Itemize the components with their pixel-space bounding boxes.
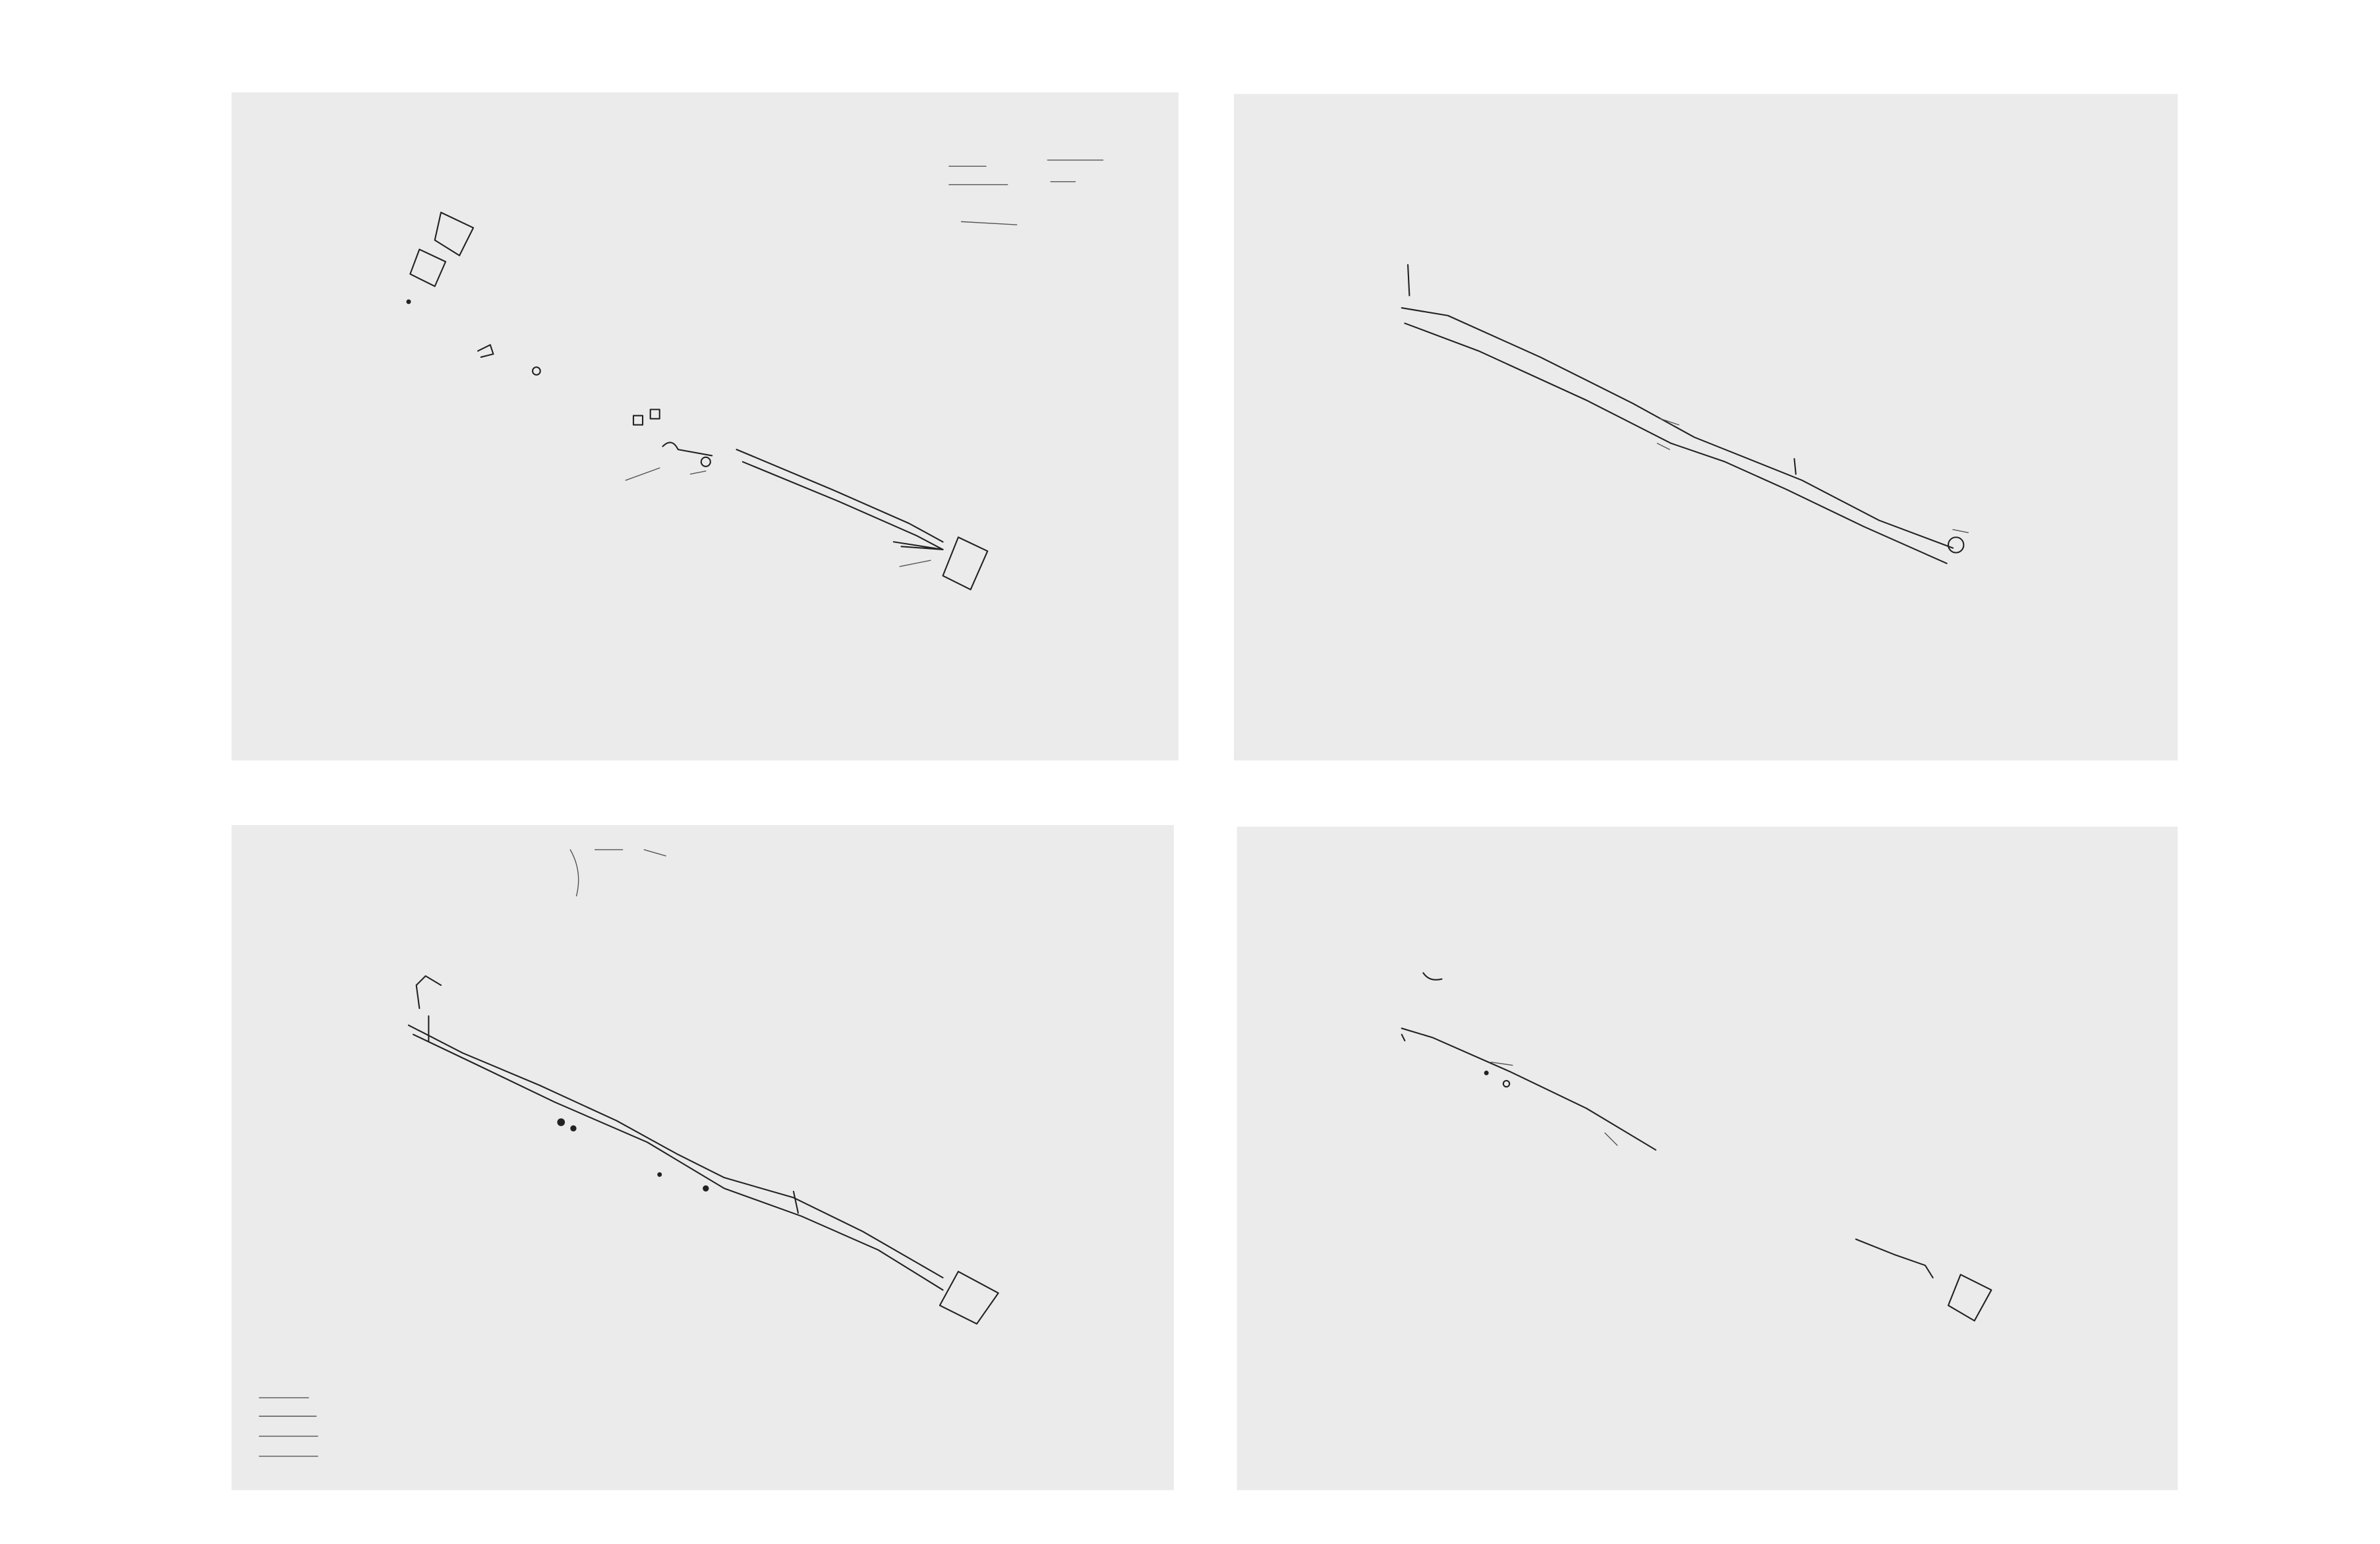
sketch-dot <box>1484 1070 1489 1075</box>
sketch-mark <box>477 344 494 358</box>
sketch-panel <box>231 825 1174 1491</box>
sketch-panel <box>1234 94 2178 760</box>
sketch-mark <box>531 366 541 376</box>
sketch-mark <box>1947 536 1965 554</box>
sketch-line <box>892 541 944 551</box>
sketch-line <box>736 449 944 543</box>
sketch-line <box>741 461 944 551</box>
sketch-dot <box>406 299 411 304</box>
sketch-dot <box>657 1172 662 1177</box>
scribble <box>569 849 666 897</box>
sketch-line <box>1404 322 1948 565</box>
sketch-mark <box>700 456 711 467</box>
sketch-line <box>1401 1033 1406 1042</box>
paper <box>231 825 1174 1491</box>
sketch-panel <box>1236 826 2178 1491</box>
sketch-square <box>649 409 660 420</box>
sketch-line <box>412 1033 944 1291</box>
sketch-line <box>1855 1238 1934 1278</box>
sketch-dot <box>557 1118 566 1126</box>
scribble <box>258 1397 318 1457</box>
sketch-square <box>942 536 989 590</box>
paper <box>231 92 1178 760</box>
paper <box>1234 94 2178 760</box>
sketch-square <box>409 248 447 287</box>
scribble <box>948 159 1104 225</box>
sketch-panel <box>231 92 1178 760</box>
scribble <box>1656 418 1969 533</box>
scribble <box>1490 1062 1618 1146</box>
scribble <box>625 467 931 567</box>
sketch-line <box>415 975 442 1010</box>
sketch-square <box>939 1271 999 1325</box>
sketch-mark <box>1502 1079 1511 1088</box>
sketch-line <box>407 1024 944 1278</box>
sketch-square <box>1947 1274 1992 1322</box>
sketch-line <box>1401 1027 1657 1151</box>
sketch-mark <box>1407 264 1797 475</box>
sketch-line <box>1401 307 1954 549</box>
paper <box>1236 826 2178 1491</box>
sketch-dot <box>570 1125 577 1131</box>
sketch-line <box>1422 972 1443 981</box>
sketch-square <box>434 212 475 256</box>
sketch-dot <box>703 1185 709 1192</box>
sketch-line <box>662 442 713 457</box>
sketch-mark <box>428 1015 799 1214</box>
sketch-square <box>632 415 644 426</box>
